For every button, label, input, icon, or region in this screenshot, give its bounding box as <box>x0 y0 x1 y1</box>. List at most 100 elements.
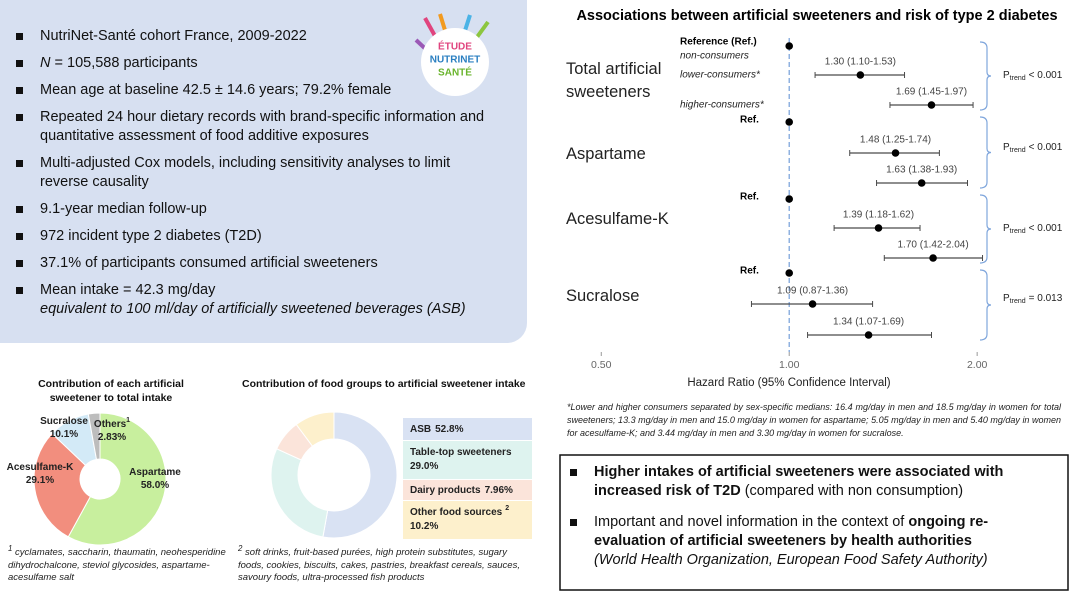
ref-title: Ref. <box>740 115 759 126</box>
summary-text: N <box>40 55 51 71</box>
logo-text: NUTRINET <box>430 55 481 66</box>
footnote: 2 soft drinks, fruit-based purées, high … <box>238 543 528 585</box>
conclusion-text: (compared with non consumption) <box>744 483 964 499</box>
summary-item: 37.1% of participants consumed artificia… <box>16 254 496 273</box>
group-label: Sucralose <box>566 287 640 305</box>
footnote-text: cyclamates, saccharin, thaumatin, neohes… <box>8 547 226 584</box>
p-trend: Ptrend < 0.001 <box>1003 223 1063 235</box>
conclusion-box <box>559 454 1069 591</box>
hr-point <box>917 179 926 187</box>
conclusion-list: Higher intakes of artificial sweeteners … <box>570 463 1050 582</box>
legend-label: Table-top sweeteners 29.0% <box>410 447 512 472</box>
donut-segment <box>270 448 329 538</box>
row-label: lower-consumers* <box>680 70 761 81</box>
value-label: 29.0% <box>410 461 438 472</box>
hr-point <box>891 149 900 157</box>
x-axis-label: Hazard Ratio (95% Confidence Interval) <box>687 377 890 389</box>
footnote: 1 cyclamates, saccharin, thaumatin, neoh… <box>8 543 230 585</box>
p-symbol: P <box>1003 293 1010 304</box>
value-label: 1.09 (0.87-1.36) <box>777 286 848 297</box>
hr-point <box>927 101 936 109</box>
p-trend: Ptrend = 0.013 <box>1003 293 1063 305</box>
donut-title: Contribution of each artificial sweetene… <box>38 378 184 404</box>
p-value: = 0.013 <box>1029 293 1063 304</box>
summary-list: NutriNet-Santé cohort France, 2009-2022 … <box>16 27 496 327</box>
forest-footnote: *Lower and higher consumers separated by… <box>567 402 1061 438</box>
x-tick-label: 2.00 <box>967 359 988 371</box>
conclusion-text: Important and novel information in the c… <box>594 514 905 530</box>
hr-point <box>856 71 865 79</box>
category-name: Table-top sweeteners <box>410 447 512 458</box>
category-name: Aspartame <box>129 467 181 478</box>
group-label: Aspartame <box>566 145 646 163</box>
category-name: Sucralose <box>40 416 88 427</box>
logo-text: ÉTUDE <box>438 40 472 53</box>
segment-label: Acesulfame-K 29.1% <box>7 462 74 486</box>
x-tick-label: 0.50 <box>591 359 612 371</box>
group-bracket <box>979 116 992 189</box>
legend-label: ASB 52.8% <box>410 424 464 435</box>
p-value: < 0.001 <box>1029 70 1063 81</box>
summary-item: NutriNet-Santé cohort France, 2009-2022 <box>16 27 496 46</box>
donut-segment <box>322 411 398 539</box>
p-trend: Ptrend < 0.001 <box>1003 142 1063 154</box>
logo-text: SANTÉ <box>438 66 472 79</box>
logo: ÉTUDE NUTRINET SANTÉ <box>414 13 490 96</box>
value-label: 1.34 (1.07-1.69) <box>833 317 904 328</box>
category-name: Acesulfame-K <box>7 462 74 473</box>
category-name: Others <box>94 419 127 430</box>
summary-item: Repeated 24 hour dietary records with br… <box>16 108 496 146</box>
note-marker: 1 <box>126 417 130 424</box>
value-label: 10.2% <box>410 521 438 532</box>
row-label: higher-consumers* <box>680 100 765 111</box>
value-label: 1.39 (1.18-1.62) <box>843 210 914 221</box>
summary-text: = 105,588 participants <box>54 55 198 71</box>
footnote-marker: 2 <box>238 544 243 553</box>
summary-item: Multi-adjusted Cox models, including sen… <box>16 154 496 192</box>
p-subscript: trend <box>1010 75 1026 82</box>
donut-segment <box>67 412 167 546</box>
conclusion-text: Higher intakes of artificial sweeteners … <box>594 464 1004 499</box>
ref-title: Ref. <box>740 266 759 277</box>
legend-label: Dairy products 7.96% <box>410 485 513 496</box>
group-label: Total artificial sweeteners <box>566 60 662 101</box>
legend-label: Other food sources 2 10.2% <box>410 505 509 532</box>
p-subscript: trend <box>1010 228 1026 235</box>
footnote-text: soft drinks, fruit-based purées, high pr… <box>238 547 520 584</box>
summary-text: Mean intake = 42.3 mg/day <box>40 282 216 298</box>
group-bracket <box>979 269 992 341</box>
legend-swatch <box>403 441 532 479</box>
p-trend: Ptrend < 0.001 <box>1003 70 1063 82</box>
donut-segment <box>87 412 101 460</box>
value-label: 52.8% <box>435 424 463 435</box>
segment-label: Sucralose 10.1% <box>40 416 88 440</box>
summary-text: equivalent to 100 ml/day of artificially… <box>40 301 466 317</box>
group-bracket <box>979 194 992 264</box>
value-label: 29.1% <box>26 475 54 486</box>
hr-point <box>785 269 794 277</box>
ref-title: Ref. <box>740 192 759 203</box>
hr-point <box>785 195 794 203</box>
p-symbol: P <box>1003 70 1010 81</box>
value-label: 2.83% <box>98 432 126 443</box>
value-label: 1.63 (1.38-1.93) <box>886 165 957 176</box>
hr-point <box>785 118 794 126</box>
legend-swatch <box>403 480 532 500</box>
summary-item: N = 105,588 participants <box>16 54 496 73</box>
p-value: < 0.001 <box>1029 142 1063 153</box>
hr-point <box>929 254 937 262</box>
summary-item: 9.1-year median follow-up <box>16 200 496 219</box>
summary-panel <box>0 0 527 343</box>
p-subscript: trend <box>1010 298 1026 305</box>
value-label: 7.96% <box>485 485 513 496</box>
summary-item: 972 incident type 2 diabetes (T2D) <box>16 227 496 246</box>
row-label: non-consumers <box>680 51 749 62</box>
hr-point <box>864 331 873 339</box>
summary-item: Mean age at baseline 42.5 ± 14.6 years; … <box>16 81 496 100</box>
conclusion-item: Important and novel information in the c… <box>570 513 1050 570</box>
value-label: 1.48 (1.25-1.74) <box>860 135 931 146</box>
value-label: 1.69 (1.45-1.97) <box>896 87 967 98</box>
footnote-marker: 1 <box>8 544 13 553</box>
